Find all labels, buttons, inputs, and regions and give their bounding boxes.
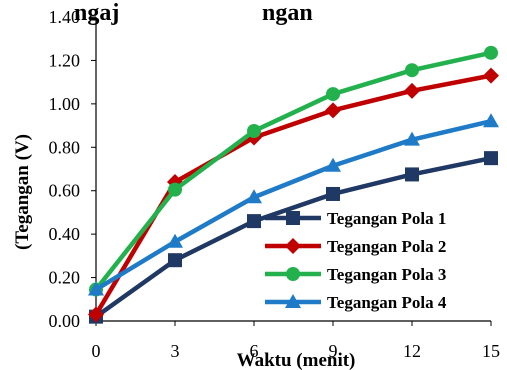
data-point-diamond bbox=[325, 102, 341, 119]
data-point-triangle bbox=[88, 281, 104, 296]
x-tick-label: 15 bbox=[482, 341, 500, 361]
data-point-square bbox=[286, 211, 300, 225]
y-tick-label: 1.00 bbox=[49, 94, 81, 114]
legend-item: Tegangan Pola 1 bbox=[265, 209, 446, 228]
chart-title-fragment-left: ngaj bbox=[74, 0, 119, 26]
series-4 bbox=[88, 113, 499, 296]
series-1 bbox=[89, 151, 498, 324]
legend-label: Tegangan Pola 3 bbox=[327, 265, 446, 284]
data-point-circle bbox=[247, 124, 261, 138]
x-tick-label: 12 bbox=[403, 341, 421, 361]
data-point-circle bbox=[405, 63, 419, 78]
data-point-square bbox=[247, 214, 261, 229]
data-point-triangle bbox=[246, 189, 262, 204]
chart-title: ngaj ngan bbox=[74, 0, 313, 26]
x-tick-label: 0 bbox=[92, 341, 101, 361]
y-tick-label: 0.40 bbox=[49, 224, 81, 244]
data-point-triangle bbox=[167, 233, 183, 248]
y-tick-label: 0.20 bbox=[49, 268, 81, 288]
data-point-circle bbox=[168, 182, 182, 197]
y-tick-label: 1.20 bbox=[49, 50, 81, 70]
data-point-diamond bbox=[404, 82, 420, 99]
data-point-circle bbox=[326, 87, 340, 102]
series-lines bbox=[88, 45, 499, 324]
legend: Tegangan Pola 1 Tegangan Pola 2 Tegangan P… bbox=[265, 209, 447, 312]
y-tick-label: 0.80 bbox=[49, 137, 81, 157]
data-point-circle bbox=[484, 45, 498, 60]
x-tick-label: 6 bbox=[250, 341, 259, 361]
data-point-square bbox=[168, 253, 182, 268]
axes: 0.00 0.20 0.40 0.60 0.80 1.00 1.20 1.40 0 3 6 9 12 15 bbox=[49, 7, 501, 361]
data-point-triangle bbox=[483, 113, 499, 128]
data-point-square bbox=[484, 151, 498, 166]
series-line bbox=[94, 50, 492, 291]
legend-item: Tegangan Pola 2 bbox=[265, 237, 446, 256]
legend-label: Tegangan Pola 2 bbox=[327, 237, 446, 256]
series-line bbox=[94, 155, 492, 319]
legend-item: Tegangan Pola 3 bbox=[265, 265, 446, 284]
series-3 bbox=[89, 45, 498, 297]
legend-item: Tegangan Pola 4 bbox=[265, 293, 447, 312]
data-point-triangle bbox=[325, 157, 341, 172]
data-point-diamond bbox=[88, 306, 104, 323]
data-point-square bbox=[326, 186, 340, 201]
data-point-circle bbox=[286, 267, 300, 281]
legend-label: Tegangan Pola 1 bbox=[327, 209, 446, 228]
y-tick-label: 0.60 bbox=[49, 181, 81, 201]
data-point-diamond bbox=[285, 238, 301, 254]
data-point-triangle bbox=[404, 131, 420, 146]
x-tick-label: 3 bbox=[171, 341, 180, 361]
x-tick-label: 9 bbox=[329, 341, 338, 361]
data-point-square bbox=[405, 167, 419, 182]
y-axis-label: (Tegangan (V) bbox=[12, 134, 33, 250]
legend-label: Tegangan Pola 4 bbox=[327, 293, 447, 312]
y-tick-label: 0.00 bbox=[49, 311, 81, 331]
y-tick-label: 1.40 bbox=[49, 7, 81, 27]
series-2 bbox=[88, 67, 499, 323]
data-point-diamond bbox=[483, 67, 499, 84]
x-axis-label: Waktu (menit) bbox=[237, 350, 356, 370]
data-point-triangle bbox=[285, 294, 301, 308]
chart-title-fragment-right: ngan bbox=[262, 0, 313, 26]
series-line bbox=[94, 119, 492, 292]
